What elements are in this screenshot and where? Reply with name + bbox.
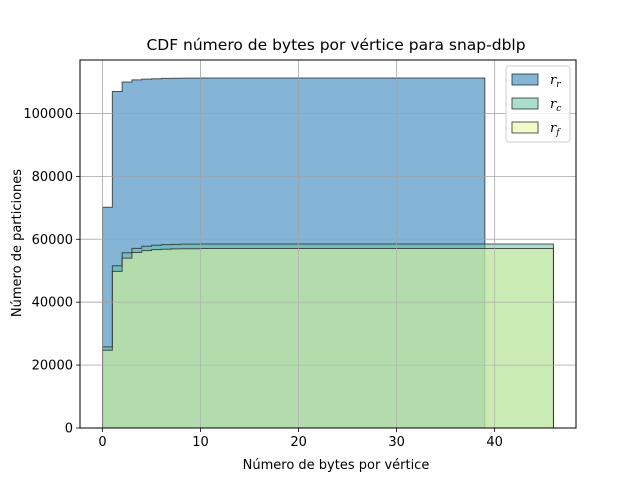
legend-label-r-r: rr (550, 73, 561, 90)
y-tick-label: 60000 (32, 233, 73, 248)
legend-swatch-r-r (511, 73, 539, 86)
legend-label-r-f: rf (550, 121, 561, 138)
legend-swatch-r-c (511, 97, 539, 110)
chart-title: CDF número de bytes por vértice para sna… (146, 36, 525, 54)
series-layer (80, 60, 576, 429)
legend-label-r-c: rc (550, 97, 561, 114)
series-area-r-f (102, 248, 554, 429)
y-tick-label: 100000 (23, 107, 73, 122)
legend: rr rc rf (505, 65, 571, 143)
y-tick-label: 80000 (32, 170, 73, 185)
x-tick-label: 20 (290, 435, 307, 450)
x-tick-label: 30 (388, 435, 405, 450)
axis-ticks: 0 10 20 30 40 0 20000 40000 60000 80000 100000 (23, 107, 503, 450)
y-axis-label: Número de particiones (10, 169, 25, 317)
x-tick-label: 10 (192, 435, 209, 450)
x-tick-label: 40 (486, 435, 503, 450)
legend-swatch-r-f (511, 121, 539, 134)
y-tick-label: 20000 (32, 359, 73, 374)
x-tick-label: 0 (98, 435, 106, 450)
x-axis-label: Número de bytes por vértice (243, 458, 430, 473)
y-tick-label: 0 (65, 422, 73, 437)
plot-frame (79, 59, 577, 429)
y-tick-label: 40000 (32, 296, 73, 311)
